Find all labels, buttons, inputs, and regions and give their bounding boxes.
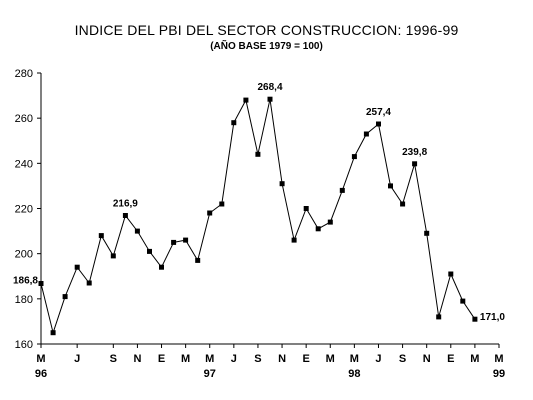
data-point-marker bbox=[376, 121, 381, 127]
chart-subtitle: (AÑO BASE 1979 = 100) bbox=[210, 41, 323, 52]
x-tick-label: M bbox=[470, 353, 479, 365]
data-point-marker bbox=[424, 230, 430, 236]
data-point-marker bbox=[171, 239, 177, 245]
data-point-marker bbox=[472, 316, 478, 322]
data-point-marker bbox=[207, 210, 213, 216]
x-tick-label: S bbox=[399, 353, 406, 365]
y-tick-label: 240 bbox=[15, 158, 33, 170]
series-line bbox=[40, 98, 476, 335]
data-point-marker bbox=[98, 233, 104, 239]
x-tick-label: E bbox=[447, 353, 454, 365]
data-point-marker bbox=[339, 187, 345, 193]
data-point-marker bbox=[303, 206, 309, 211]
data-point-marker bbox=[327, 219, 333, 225]
data-label: 171,0 bbox=[480, 312, 505, 323]
data-label: 216,9 bbox=[113, 199, 138, 210]
data-point-marker bbox=[134, 228, 140, 234]
data-point-marker bbox=[74, 264, 80, 270]
data-point-marker bbox=[267, 96, 273, 102]
data-point-marker bbox=[183, 237, 189, 243]
data-point-marker bbox=[279, 181, 285, 187]
data-point-marker bbox=[50, 330, 56, 336]
y-tick-label: 200 bbox=[15, 249, 33, 261]
x-year-label: 97 bbox=[204, 368, 216, 380]
data-point-marker bbox=[400, 201, 406, 207]
y-tick-label: 260 bbox=[15, 113, 33, 125]
x-tick-label: J bbox=[231, 353, 237, 365]
y-tick-label: 220 bbox=[15, 204, 33, 216]
x-tick-label: J bbox=[375, 353, 381, 365]
data-point-marker bbox=[110, 253, 116, 259]
data-point-marker bbox=[315, 226, 321, 232]
data-point-marker bbox=[436, 314, 442, 320]
axes-layer: 160 180 200 220 240 260 280 M 96 J S N E M M 97 J S N E M M 98… bbox=[15, 68, 505, 380]
data-point-marker bbox=[351, 154, 357, 160]
data-point-marker bbox=[86, 280, 92, 286]
data-point-marker bbox=[448, 271, 454, 277]
x-tick-label: E bbox=[158, 353, 165, 365]
chart-title: INDICE DEL PBI DEL SECTOR CONSTRUCCION: … bbox=[74, 22, 459, 38]
x-tick-label: M bbox=[205, 353, 214, 365]
data-point-marker bbox=[255, 151, 261, 157]
x-tick-label: N bbox=[133, 353, 141, 365]
data-label: 268,4 bbox=[257, 82, 282, 93]
data-point-marker bbox=[243, 97, 249, 103]
data-label-layer: 186,8 216,9 268,4 257,4 239,8 171,0 bbox=[13, 82, 505, 323]
x-tick-label: E bbox=[302, 353, 309, 365]
data-point-marker bbox=[363, 131, 369, 137]
x-tick-label: M bbox=[36, 353, 45, 365]
data-point-marker bbox=[159, 264, 164, 270]
x-tick-label: S bbox=[110, 353, 117, 365]
x-tick-label: M bbox=[350, 353, 359, 365]
x-tick-label: M bbox=[181, 353, 190, 365]
data-point-marker bbox=[62, 294, 68, 300]
marker-layer bbox=[38, 96, 478, 336]
x-tick-label: S bbox=[254, 353, 261, 365]
y-tick-label: 160 bbox=[15, 339, 33, 351]
x-tick-label: N bbox=[278, 353, 286, 365]
data-point-marker bbox=[291, 237, 297, 243]
x-year-label: 96 bbox=[35, 368, 47, 380]
data-point-marker bbox=[38, 281, 44, 286]
data-point-marker bbox=[219, 201, 225, 207]
x-year-label: 99 bbox=[493, 368, 505, 380]
data-point-marker bbox=[122, 213, 128, 218]
series-line-layer bbox=[40, 98, 476, 335]
data-point-marker bbox=[460, 298, 466, 304]
data-point-marker bbox=[388, 183, 393, 189]
data-label: 186,8 bbox=[13, 275, 38, 286]
data-point-marker bbox=[195, 257, 201, 263]
x-tick-label: M bbox=[326, 353, 335, 365]
data-label: 239,8 bbox=[402, 147, 427, 158]
data-label: 257,4 bbox=[366, 107, 391, 118]
x-tick-label: M bbox=[494, 353, 503, 365]
x-tick-label: N bbox=[423, 353, 431, 365]
data-point-marker bbox=[412, 161, 418, 167]
x-tick-label: J bbox=[74, 353, 80, 365]
y-tick-label: 180 bbox=[15, 294, 33, 306]
x-year-label: 98 bbox=[348, 368, 360, 380]
data-point-marker bbox=[231, 120, 237, 126]
data-point-marker bbox=[147, 248, 152, 254]
y-tick-label: 280 bbox=[15, 68, 33, 80]
